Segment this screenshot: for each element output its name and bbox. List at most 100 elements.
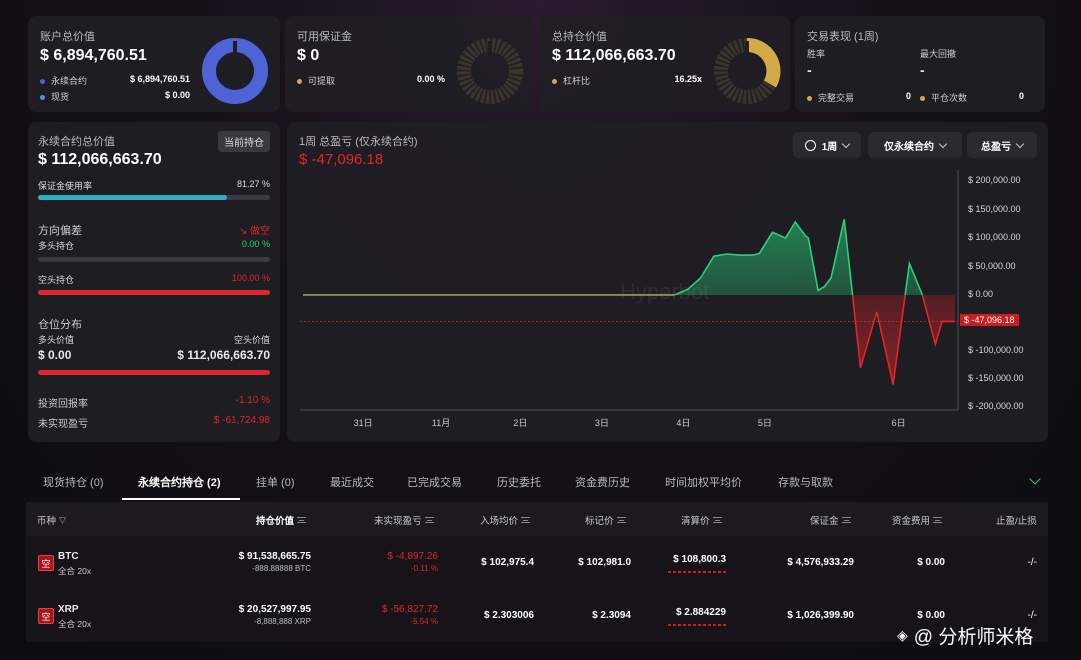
header-position-value-label: 持仓价值 bbox=[256, 516, 295, 527]
x-tick-label: 2日 bbox=[513, 418, 528, 428]
filter-icon: ▽ bbox=[59, 514, 66, 525]
metric-select-label: 总盈亏 bbox=[981, 141, 1011, 153]
winrate-label: 胜率 bbox=[807, 49, 826, 59]
header-coin-label: 币种 bbox=[37, 516, 57, 527]
tpsl-cell[interactable]: -/- bbox=[1027, 557, 1037, 568]
header-position-value[interactable]: 持仓价值 bbox=[256, 513, 307, 527]
header-mark[interactable]: 标记价 bbox=[585, 513, 626, 527]
tab-6[interactable]: 资金费历史 bbox=[575, 477, 630, 489]
entry-cell: $ 102,975.4 bbox=[481, 557, 534, 568]
spot-dot-icon bbox=[40, 95, 45, 101]
liq-cell: $ 108,800.3 bbox=[673, 554, 726, 565]
y-tick-label: $ 0.00 bbox=[968, 289, 994, 299]
long-total-value: $ 0.00 bbox=[38, 348, 72, 362]
tab-3[interactable]: 最近成交 bbox=[330, 477, 374, 489]
short-value: 100.00 % bbox=[231, 273, 270, 283]
tab-7[interactable]: 时间加权平均价 bbox=[665, 477, 742, 489]
entry-cell: $ 2.303006 bbox=[483, 610, 534, 621]
liq-risk-bar bbox=[668, 624, 726, 626]
tab-0[interactable]: 现货持仓 (0) bbox=[43, 477, 104, 489]
position-value-cell: $ 91,538,665.75 -888.88888 BTC bbox=[239, 551, 311, 573]
author-watermark: ◈ @ 分析师米格 bbox=[897, 622, 1033, 649]
chart-pnl-value: $ -47,096.18 bbox=[299, 151, 384, 168]
closed-label: 平仓次数 bbox=[931, 93, 968, 103]
table-row[interactable] bbox=[26, 540, 1048, 588]
distribution-bar bbox=[38, 370, 270, 375]
header-entry-label: 入场均价 bbox=[480, 516, 519, 527]
position-size-text: -8,888,888 XRP bbox=[254, 617, 311, 626]
header-coin[interactable]: 币种 ▽ bbox=[37, 513, 66, 528]
current-position-badge[interactable]: 当前持仓 bbox=[218, 131, 270, 152]
period-select[interactable]: 1周 bbox=[793, 132, 861, 158]
metric-select[interactable]: 总盈亏 bbox=[967, 132, 1037, 158]
coin-mode: 全合 20x bbox=[58, 619, 92, 629]
header-liq-label: 清算价 bbox=[681, 516, 710, 527]
x-tick-label: 11月 bbox=[431, 418, 451, 428]
current-value-tag: $ -47,096.18 bbox=[960, 314, 1019, 327]
mark-cell: $ 102,981.0 bbox=[578, 557, 631, 568]
direction-label: 方向偏差 bbox=[38, 225, 82, 237]
completed-row: 完整交易 0 bbox=[807, 91, 911, 104]
scope-select[interactable]: 仅永续合约 bbox=[868, 132, 962, 158]
header-margin[interactable]: 保证金 bbox=[810, 513, 851, 527]
perp-panel: 永续合约总价值 当前持仓 $ 112,066,663.70 保证金使用率 81.… bbox=[28, 122, 280, 442]
leverage-value: 16.25x bbox=[674, 74, 702, 84]
perp-row-label: 永续合约 bbox=[51, 76, 88, 86]
table-row[interactable] bbox=[26, 592, 1048, 640]
table-header-row bbox=[26, 502, 1048, 536]
position-value-label: 总持仓价值 bbox=[552, 31, 607, 43]
margin-usage-label: 保证金使用率 bbox=[38, 181, 93, 191]
withdrawable-value: 0.00 % bbox=[416, 74, 445, 84]
y-tick-label: $ -100,000.00 bbox=[968, 345, 1024, 355]
spot-row-value: $ 0.00 bbox=[164, 90, 190, 100]
clock-icon bbox=[804, 139, 816, 151]
margin-donut-icon bbox=[457, 38, 523, 104]
mark-cell: $ 2.3094 bbox=[592, 610, 631, 621]
sort-icon bbox=[616, 517, 626, 523]
header-margin-label: 保证金 bbox=[810, 516, 839, 527]
drawdown-label: 最大回撤 bbox=[920, 49, 957, 59]
tab-8[interactable]: 存款与取款 bbox=[778, 477, 833, 489]
header-funding[interactable]: 资金费用 bbox=[892, 513, 943, 527]
coin-name[interactable]: BTC bbox=[58, 551, 79, 562]
short-badge-icon: 空 bbox=[38, 608, 54, 624]
y-tick-label: $ 100,000.00 bbox=[968, 232, 1021, 242]
sort-icon bbox=[933, 517, 943, 523]
tab-4[interactable]: 已完成交易 bbox=[407, 477, 462, 489]
header-entry[interactable]: 入场均价 bbox=[480, 513, 531, 527]
header-unrealized[interactable]: 未实现盈亏 bbox=[374, 513, 434, 527]
closed-dot-icon bbox=[920, 96, 925, 102]
distribution-label: 仓位分布 bbox=[38, 319, 82, 331]
current-value-tag-text: $ -47,096.18 bbox=[964, 315, 1015, 326]
coin-name[interactable]: XRP bbox=[58, 604, 79, 615]
position-size-text: -888.88888 BTC bbox=[252, 564, 311, 573]
x-tick-label: 6日 bbox=[891, 418, 906, 428]
completed-value: 0 bbox=[905, 91, 911, 101]
performance-label: 交易表现 (1周) bbox=[807, 31, 879, 43]
short-total-value: $ 112,066,663.70 bbox=[177, 348, 270, 362]
tpsl-cell[interactable]: -/- bbox=[1027, 610, 1037, 621]
short-value-label: 空头价值 bbox=[233, 335, 270, 345]
pnl-text: $ -56,827.72 bbox=[381, 604, 438, 615]
leverage-label: 杠杆比 bbox=[563, 76, 591, 86]
sort-icon bbox=[521, 517, 531, 523]
pnl-cell: $ -4,897.26 -0.11 % bbox=[387, 551, 438, 573]
tab-1[interactable]: 永续合约持仓 (2) bbox=[138, 477, 221, 489]
trend-down-icon: ↘ bbox=[238, 226, 250, 237]
perp-row: 永续合约 $ 6,894,760.51 bbox=[40, 74, 190, 87]
header-tpsl: 止盈/止损 bbox=[996, 513, 1037, 527]
author-watermark-text: @ 分析师米格 bbox=[913, 627, 1034, 648]
account-value-card: 账户总价值 $ 6,894,760.51 永续合约 $ 6,894,760.51… bbox=[28, 16, 280, 112]
tab-2[interactable]: 挂单 (0) bbox=[256, 477, 295, 489]
margin-label: 可用保证金 bbox=[297, 31, 352, 43]
x-tick-label: 3日 bbox=[594, 418, 609, 428]
performance-card: 交易表现 (1周) 胜率 - 最大回撤 - 完整交易 0 平仓次数 0 bbox=[795, 16, 1045, 112]
tab-active-underline bbox=[122, 498, 240, 500]
header-liq[interactable]: 清算价 bbox=[681, 513, 722, 527]
perp-dot-icon bbox=[40, 79, 45, 85]
tab-5[interactable]: 历史委托 bbox=[497, 477, 541, 489]
pnl-pct-text: -0.11 % bbox=[411, 564, 438, 573]
long-value: 0.00 % bbox=[241, 239, 270, 249]
drawdown-value: - bbox=[920, 62, 925, 78]
position-value-text: $ 20,527,997.95 bbox=[238, 604, 311, 615]
